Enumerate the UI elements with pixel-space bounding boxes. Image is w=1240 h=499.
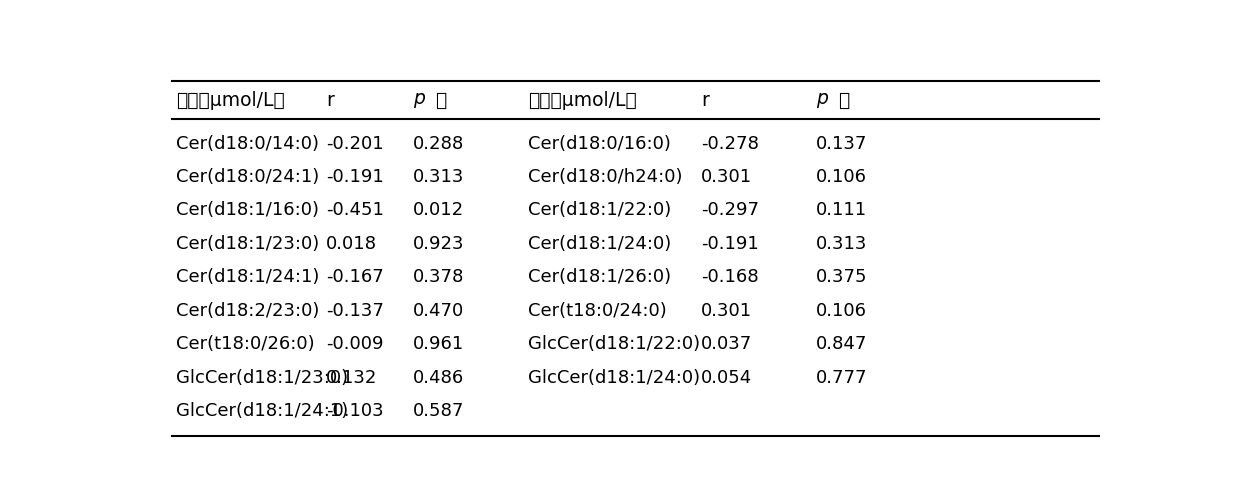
Text: 指标（μmol/L）: 指标（μmol/L） [528, 91, 636, 110]
Text: Cer(d18:0/24:1): Cer(d18:0/24:1) [176, 168, 320, 186]
Text: 0.375: 0.375 [816, 268, 868, 286]
Text: 0.301: 0.301 [701, 302, 751, 320]
Text: 指标（μmol/L）: 指标（μmol/L） [176, 91, 285, 110]
Text: Cer(d18:0/h24:0): Cer(d18:0/h24:0) [528, 168, 682, 186]
Text: 0.313: 0.313 [413, 168, 464, 186]
Text: 0.037: 0.037 [701, 335, 753, 353]
Text: 0.111: 0.111 [816, 202, 867, 220]
Text: Cer(t18:0/26:0): Cer(t18:0/26:0) [176, 335, 315, 353]
Text: 0.847: 0.847 [816, 335, 868, 353]
Text: Cer(d18:1/26:0): Cer(d18:1/26:0) [528, 268, 671, 286]
Text: r: r [326, 91, 334, 110]
Text: -0.167: -0.167 [326, 268, 384, 286]
Text: GlcCer(d18:1/22:0): GlcCer(d18:1/22:0) [528, 335, 701, 353]
Text: Cer(d18:0/16:0): Cer(d18:0/16:0) [528, 135, 671, 153]
Text: -0.168: -0.168 [701, 268, 759, 286]
Text: Cer(t18:0/24:0): Cer(t18:0/24:0) [528, 302, 667, 320]
Text: 0.486: 0.486 [413, 369, 464, 387]
Text: Cer(d18:2/23:0): Cer(d18:2/23:0) [176, 302, 320, 320]
Text: -0.191: -0.191 [701, 235, 759, 253]
Text: Cer(d18:1/16:0): Cer(d18:1/16:0) [176, 202, 319, 220]
Text: 0.961: 0.961 [413, 335, 464, 353]
Text: 0.137: 0.137 [816, 135, 868, 153]
Text: $p$: $p$ [413, 91, 425, 110]
Text: GlcCer(d18:1/23:0): GlcCer(d18:1/23:0) [176, 369, 348, 387]
Text: 0.012: 0.012 [413, 202, 464, 220]
Text: -0.451: -0.451 [326, 202, 384, 220]
Text: 0.470: 0.470 [413, 302, 464, 320]
Text: Cer(d18:0/14:0): Cer(d18:0/14:0) [176, 135, 319, 153]
Text: -0.201: -0.201 [326, 135, 383, 153]
Text: $p$: $p$ [816, 91, 830, 110]
Text: 0.313: 0.313 [816, 235, 868, 253]
Text: Cer(d18:1/24:1): Cer(d18:1/24:1) [176, 268, 320, 286]
Text: 0.132: 0.132 [326, 369, 377, 387]
Text: 0.106: 0.106 [816, 302, 867, 320]
Text: 0.378: 0.378 [413, 268, 464, 286]
Text: 0.288: 0.288 [413, 135, 464, 153]
Text: -0.103: -0.103 [326, 402, 383, 420]
Text: -0.009: -0.009 [326, 335, 383, 353]
Text: 0.587: 0.587 [413, 402, 464, 420]
Text: 0.018: 0.018 [326, 235, 377, 253]
Text: GlcCer(d18:1/24:0): GlcCer(d18:1/24:0) [528, 369, 701, 387]
Text: Cer(d18:1/22:0): Cer(d18:1/22:0) [528, 202, 671, 220]
Text: 0.301: 0.301 [701, 168, 751, 186]
Text: -0.137: -0.137 [326, 302, 384, 320]
Text: -0.297: -0.297 [701, 202, 759, 220]
Text: 0.777: 0.777 [816, 369, 868, 387]
Text: -0.278: -0.278 [701, 135, 759, 153]
Text: Cer(d18:1/24:0): Cer(d18:1/24:0) [528, 235, 671, 253]
Text: 0.106: 0.106 [816, 168, 867, 186]
Text: GlcCer(d18:1/24:1): GlcCer(d18:1/24:1) [176, 402, 348, 420]
Text: 值: 值 [833, 91, 851, 110]
Text: Cer(d18:1/23:0): Cer(d18:1/23:0) [176, 235, 320, 253]
Text: 0.054: 0.054 [701, 369, 753, 387]
Text: -0.191: -0.191 [326, 168, 384, 186]
Text: 值: 值 [430, 91, 448, 110]
Text: r: r [701, 91, 709, 110]
Text: 0.923: 0.923 [413, 235, 464, 253]
